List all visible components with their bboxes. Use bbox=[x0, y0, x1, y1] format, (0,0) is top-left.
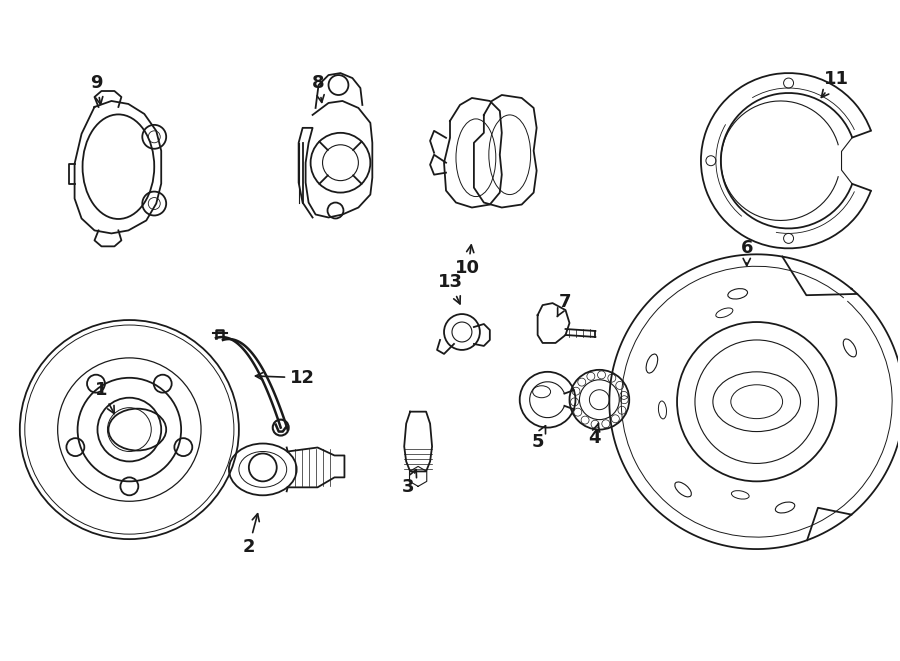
Text: 6: 6 bbox=[741, 239, 753, 266]
Text: 12: 12 bbox=[256, 369, 315, 387]
Text: 2: 2 bbox=[243, 514, 259, 556]
Text: 9: 9 bbox=[90, 74, 103, 104]
Text: 5: 5 bbox=[531, 426, 545, 451]
Text: 1: 1 bbox=[95, 381, 114, 414]
Text: 8: 8 bbox=[312, 74, 325, 102]
Text: 7: 7 bbox=[557, 293, 571, 317]
Text: 10: 10 bbox=[455, 245, 481, 277]
Text: 3: 3 bbox=[402, 470, 417, 496]
Text: 13: 13 bbox=[437, 273, 463, 304]
Text: 11: 11 bbox=[822, 70, 849, 97]
Text: 4: 4 bbox=[588, 423, 600, 447]
